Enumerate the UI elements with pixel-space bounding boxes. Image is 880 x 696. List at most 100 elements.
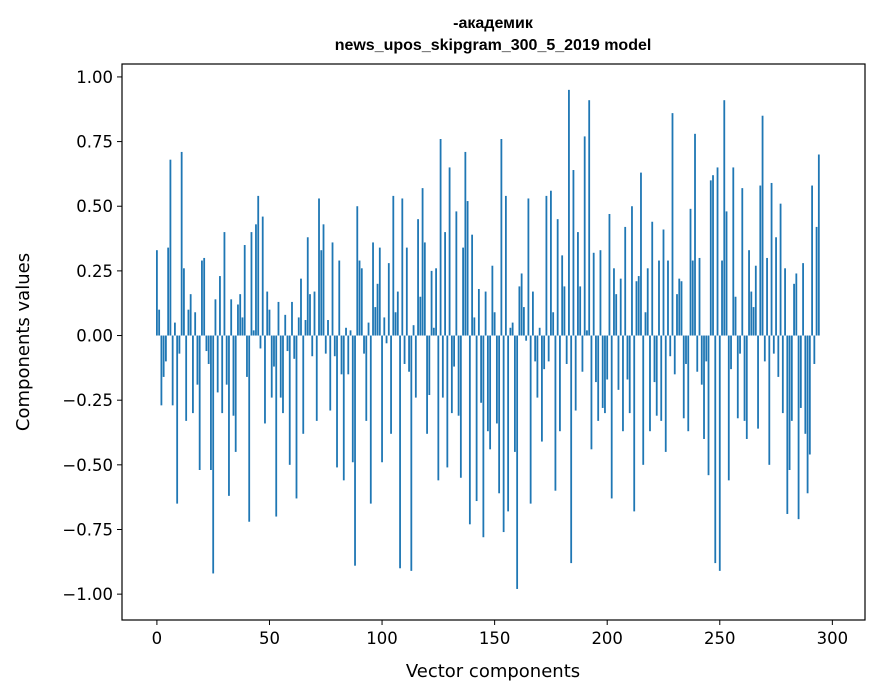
bar-93 bbox=[365, 335, 368, 421]
bar-262 bbox=[745, 335, 748, 439]
bar-172 bbox=[543, 335, 546, 370]
bar-271 bbox=[766, 257, 768, 336]
bar-26 bbox=[214, 299, 217, 336]
bar-157 bbox=[509, 327, 512, 336]
bar-276 bbox=[777, 335, 780, 377]
bar-197 bbox=[599, 250, 602, 336]
bar-142 bbox=[475, 335, 478, 502]
bar-137 bbox=[464, 151, 467, 336]
bar-288 bbox=[804, 335, 807, 434]
bar-248 bbox=[714, 335, 717, 564]
bar-254 bbox=[727, 335, 730, 481]
bar-147 bbox=[486, 335, 489, 432]
bar-22 bbox=[205, 335, 208, 352]
bar-208 bbox=[624, 226, 627, 336]
bar-35 bbox=[234, 335, 237, 452]
bar-155 bbox=[504, 195, 507, 336]
bar-242 bbox=[700, 335, 703, 385]
bar-193 bbox=[590, 335, 593, 450]
bar-115 bbox=[414, 335, 417, 398]
bar-122 bbox=[430, 270, 433, 336]
bar-255 bbox=[730, 335, 732, 370]
bar-278 bbox=[781, 335, 784, 414]
bar-38 bbox=[241, 317, 244, 336]
x-tick-label: 200 bbox=[591, 629, 623, 648]
bar-79 bbox=[333, 335, 336, 357]
y-tick-label: −1.00 bbox=[62, 585, 113, 604]
bar-234 bbox=[682, 335, 685, 419]
bar-77 bbox=[329, 335, 332, 411]
bar-275 bbox=[775, 237, 777, 336]
bar-48 bbox=[264, 335, 266, 424]
bar-189 bbox=[581, 335, 584, 372]
bar-56 bbox=[282, 335, 284, 414]
bar-118 bbox=[421, 188, 424, 336]
bar-0 bbox=[156, 250, 158, 336]
bar-2 bbox=[160, 335, 163, 406]
bar-284 bbox=[795, 273, 798, 336]
bar-58 bbox=[286, 335, 289, 352]
bar-70 bbox=[313, 291, 316, 336]
bar-47 bbox=[261, 216, 264, 336]
bar-30 bbox=[223, 232, 226, 336]
bar-83 bbox=[342, 335, 345, 481]
y-tick-label: −0.75 bbox=[62, 520, 113, 539]
bar-247 bbox=[712, 175, 714, 336]
bar-245 bbox=[707, 335, 710, 476]
bar-76 bbox=[327, 320, 329, 336]
bar-39 bbox=[243, 245, 246, 336]
bar-117 bbox=[419, 296, 422, 336]
bar-181 bbox=[563, 286, 566, 336]
bar-257 bbox=[734, 296, 737, 336]
bar-260 bbox=[741, 188, 744, 336]
bar-196 bbox=[597, 335, 600, 421]
bar-9 bbox=[176, 335, 179, 504]
y-axis-ticks: −1.00 −0.75 −0.50 −0.25 0.00 0.25 0.50 0.75 1.00 bbox=[62, 68, 122, 604]
bar-135 bbox=[459, 335, 462, 478]
bar-223 bbox=[658, 260, 660, 336]
x-tick-label: 300 bbox=[817, 629, 849, 648]
bar-72 bbox=[318, 198, 320, 336]
bar-150 bbox=[493, 312, 496, 336]
bar-37 bbox=[239, 294, 242, 336]
bar-51 bbox=[270, 335, 273, 398]
bar-74 bbox=[322, 224, 325, 336]
bar-198 bbox=[601, 335, 604, 408]
bar-171 bbox=[541, 335, 543, 442]
bar-11 bbox=[180, 151, 183, 336]
y-axis-label: Components values bbox=[13, 253, 34, 431]
bar-66 bbox=[304, 320, 307, 336]
bar-18 bbox=[196, 335, 199, 385]
bar-239 bbox=[694, 133, 696, 336]
bar-249 bbox=[716, 167, 719, 336]
bar-263 bbox=[748, 250, 750, 336]
bar-178 bbox=[556, 219, 559, 336]
bar-205 bbox=[617, 335, 620, 390]
bar-28 bbox=[219, 276, 221, 336]
bar-190 bbox=[583, 136, 586, 336]
bar-277 bbox=[779, 203, 782, 336]
bar-170 bbox=[538, 327, 541, 336]
bar-13 bbox=[185, 335, 188, 421]
bar-175 bbox=[550, 190, 552, 336]
bar-131 bbox=[450, 335, 453, 414]
bar-212 bbox=[633, 335, 636, 512]
bar-210 bbox=[628, 335, 631, 414]
bar-60 bbox=[291, 301, 293, 336]
bar-34 bbox=[232, 335, 235, 416]
x-tick-label: 50 bbox=[259, 629, 280, 648]
bar-235 bbox=[685, 335, 687, 364]
bar-85 bbox=[347, 335, 350, 375]
bar-274 bbox=[772, 335, 775, 354]
bar-241 bbox=[698, 257, 701, 336]
bar-246 bbox=[709, 180, 712, 336]
bar-146 bbox=[484, 291, 487, 336]
chart-title-line2: news_upos_skipgram_300_5_2019 model bbox=[335, 37, 652, 54]
bar-281 bbox=[788, 335, 791, 470]
bar-120 bbox=[426, 335, 428, 434]
bar-179 bbox=[559, 335, 561, 432]
y-tick-label: −0.50 bbox=[62, 456, 113, 475]
bar-98 bbox=[376, 283, 379, 336]
